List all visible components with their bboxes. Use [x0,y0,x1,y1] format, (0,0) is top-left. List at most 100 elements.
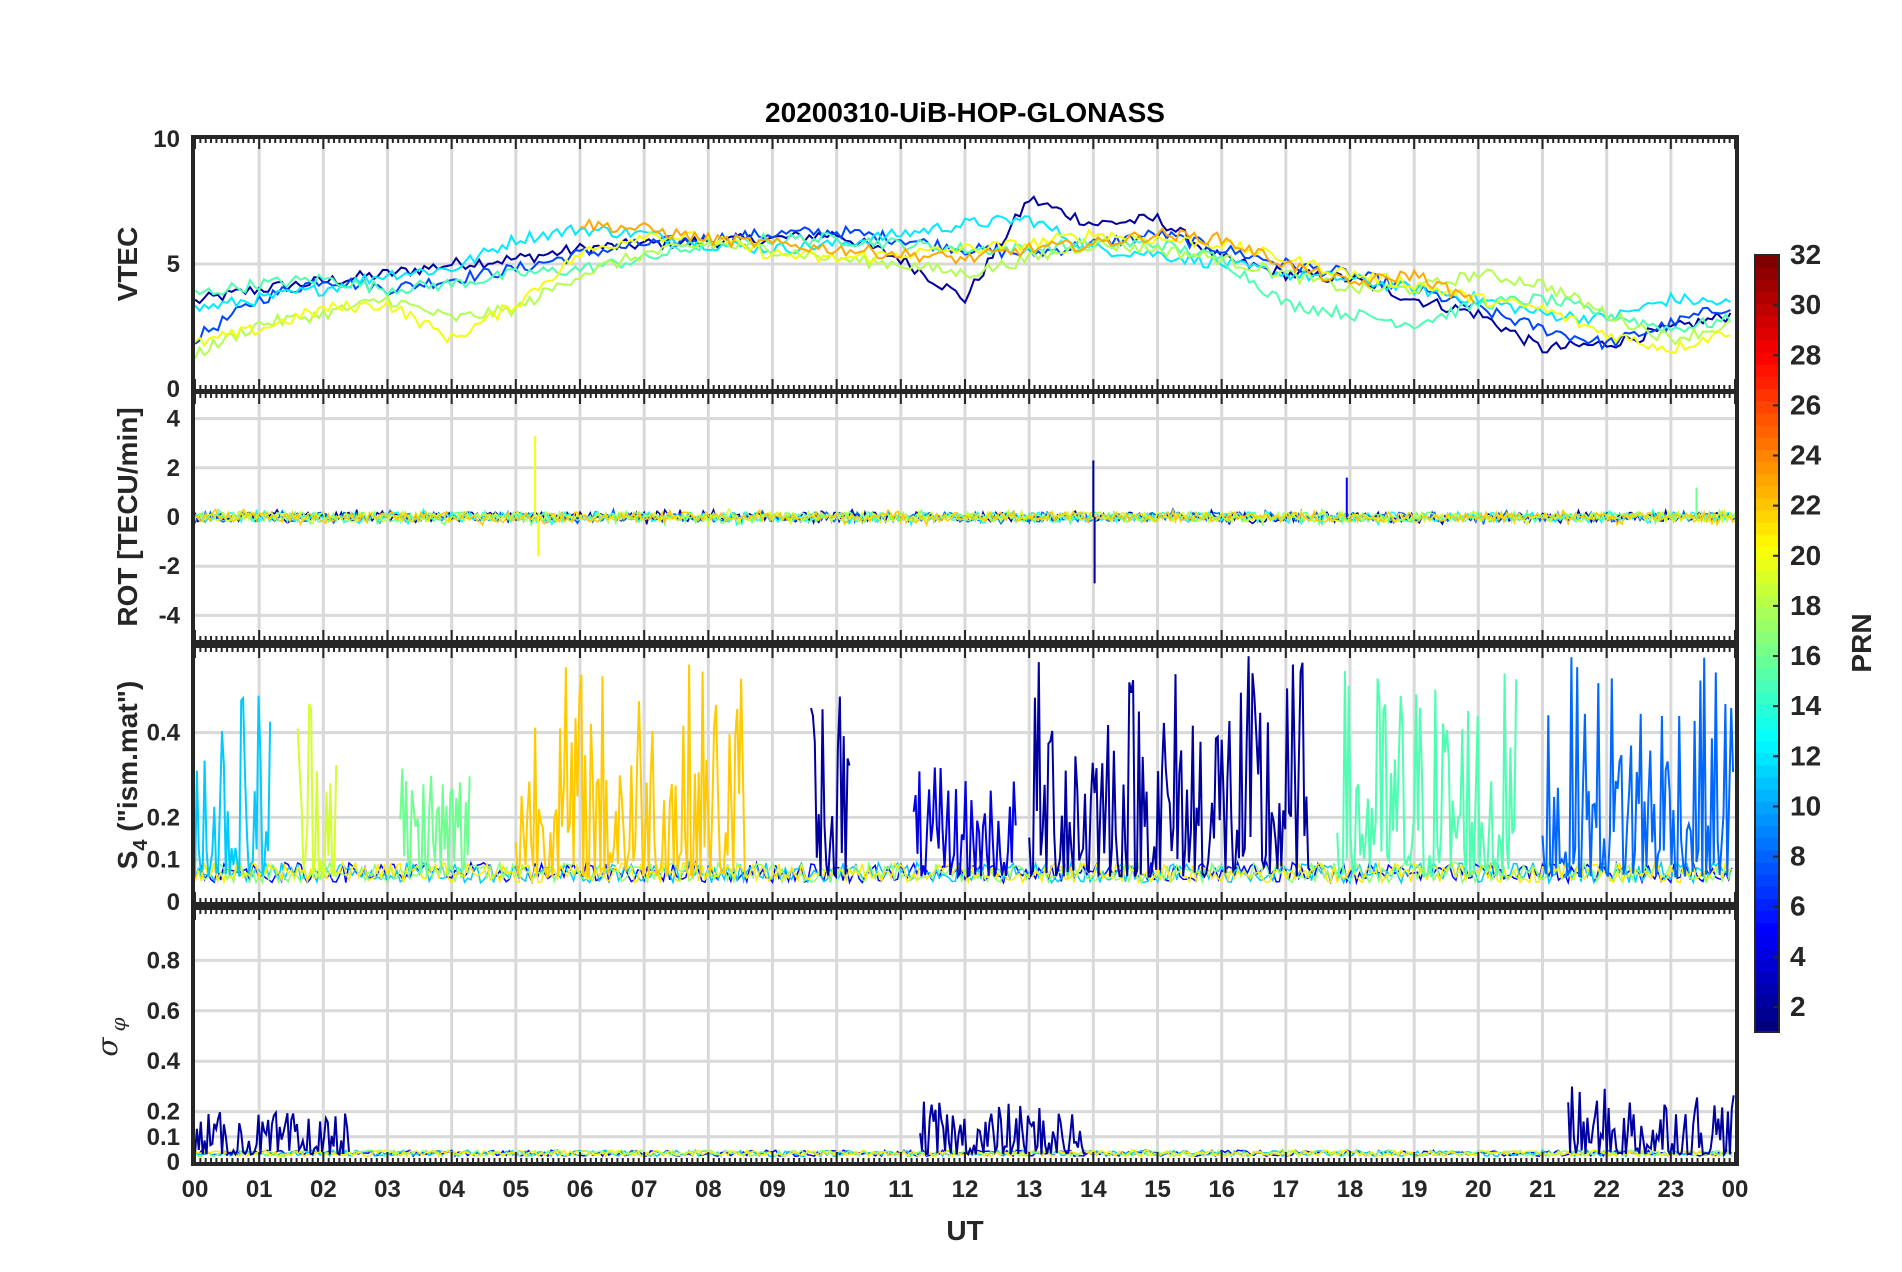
x-tick-label: 04 [438,1176,465,1203]
s4-ytick-labels: 0 0.1 0.2 0.4 [147,720,181,916]
y-tick-label: 0.2 [147,804,180,831]
colorbar-swatch [1755,643,1779,657]
colorbar-swatch [1755,898,1779,912]
x-tick-label: 06 [567,1176,594,1203]
sigphi-ylabel: σφ [91,1017,130,1056]
colorbar-swatch [1755,1019,1779,1033]
colorbar-swatch [1755,546,1779,560]
vtec-line-prn-18 [195,238,1731,360]
colorbar-swatch [1755,279,1779,293]
x-tick-label: 10 [823,1176,850,1203]
colorbar-swatches [1755,255,1779,1033]
colorbar-tick-label: 16 [1790,640,1821,671]
y-tick-label: -2 [159,553,180,580]
colorbar-swatch [1755,509,1779,523]
colorbar-tick-label: 4 [1790,941,1806,972]
burst-prn-2 [919,1101,1087,1157]
sigphi-grid [195,910,1735,1162]
x-tick-label: 20 [1465,1176,1492,1203]
colorbar-swatch [1755,267,1779,280]
x-tick-label: 15 [1144,1176,1171,1203]
colorbar-tick-label: 32 [1790,239,1821,270]
colorbar-swatch [1755,789,1779,802]
colorbar-swatch [1755,692,1779,705]
y-tick-label: 4 [167,406,181,433]
y-tick-label: 0.2 [147,1099,180,1126]
colorbar-tick-label: 28 [1790,339,1821,370]
x-tick-labels: 00 01 02 03 04 05 06 07 08 09 10 11 12 13 14 15 16 17 18 19… [182,1176,1749,1203]
colorbar-swatch [1755,934,1779,948]
x-tick-label: 18 [1337,1176,1364,1203]
colorbar-swatch [1755,631,1779,645]
colorbar-swatch [1755,655,1779,669]
colorbar-swatch [1755,388,1779,402]
y-tick-label: 0.8 [147,947,180,974]
y-tick-label: 0.6 [147,998,180,1025]
colorbar-tick-label: 20 [1790,540,1821,571]
s4-series [195,656,1735,886]
colorbar-swatch [1755,825,1779,839]
x-tick-label: 08 [695,1176,722,1203]
colorbar-swatch [1755,849,1779,863]
burst-prn-2 [1567,1086,1735,1158]
x-tick-label: 02 [310,1176,337,1203]
burst-prn-4 [912,767,1017,880]
colorbar-tick-label: 18 [1790,590,1821,621]
colorbar-swatch [1755,971,1779,985]
colorbar-swatch [1755,461,1779,475]
baseline-prn-17 [195,859,1733,886]
rot-ticks [194,392,1736,642]
burst-prn-8 [1541,657,1735,878]
burst-prn-15 [1336,670,1518,879]
colorbar-tick-label: 8 [1790,841,1806,872]
colorbar-tick-label: 24 [1790,440,1822,471]
colorbar-swatch [1755,777,1779,790]
colorbar-swatch [1755,437,1779,450]
colorbar-swatch [1755,473,1779,487]
colorbar-swatch [1755,558,1779,572]
chart-title: 20200310-UiB-HOP-GLONASS [765,97,1165,128]
colorbar-swatch [1755,497,1779,511]
sigphi-panel: 00.10.2 0.4 0.6 0.8 σφ [91,906,1739,1176]
x-tick-label: 00 [182,1176,209,1203]
colorbar-frame [1754,254,1780,1033]
rot-noise-prn-22 [195,508,1735,527]
vtec-line-prn-23 [579,217,1475,304]
colorbar-tick-label: 10 [1790,790,1821,821]
vtec-series [195,195,1732,360]
y-tick-label: -4 [159,602,181,629]
x-tick-label: 13 [1016,1176,1043,1203]
burst-prn-11 [195,695,272,877]
colorbar-swatch [1755,740,1779,754]
colorbar-swatch [1755,364,1779,378]
colorbar-swatch [1755,522,1779,535]
x-tick-label: 00 [1722,1176,1749,1203]
colorbar-swatch [1755,570,1779,584]
colorbar-swatch [1755,728,1779,742]
y-tick-label: 0 [167,504,180,531]
vtec-line-prn-2 [195,195,1732,354]
y-tick-label: 0 [167,889,180,916]
s4-panel: 0 0.1 0.2 0.4 S4 ("ism.mat") [112,644,1739,916]
x-tick-label: 01 [246,1176,273,1203]
sigphi-ticks [194,908,1736,1164]
x-tick-label: 19 [1401,1176,1428,1203]
colorbar-swatch [1755,704,1779,717]
colorbar-swatch [1755,303,1779,317]
burst-prn-19 [296,703,338,879]
colorbar-swatch [1755,594,1779,608]
x-tick-label: 14 [1080,1176,1107,1203]
y-tick-label: 0 [167,1149,180,1176]
burst-prn-22 [514,664,746,880]
colorbar-swatch [1755,679,1779,693]
colorbar-swatch [1755,983,1779,997]
y-tick-label: 0.1 [147,847,180,874]
rot-ylabel: ROT [TECU/min] [112,407,143,626]
colorbar-tick-label: 6 [1790,891,1806,922]
colorbar-swatch [1755,764,1779,778]
x-tick-label: 23 [1657,1176,1684,1203]
colorbar-tick-label: 12 [1790,740,1821,771]
